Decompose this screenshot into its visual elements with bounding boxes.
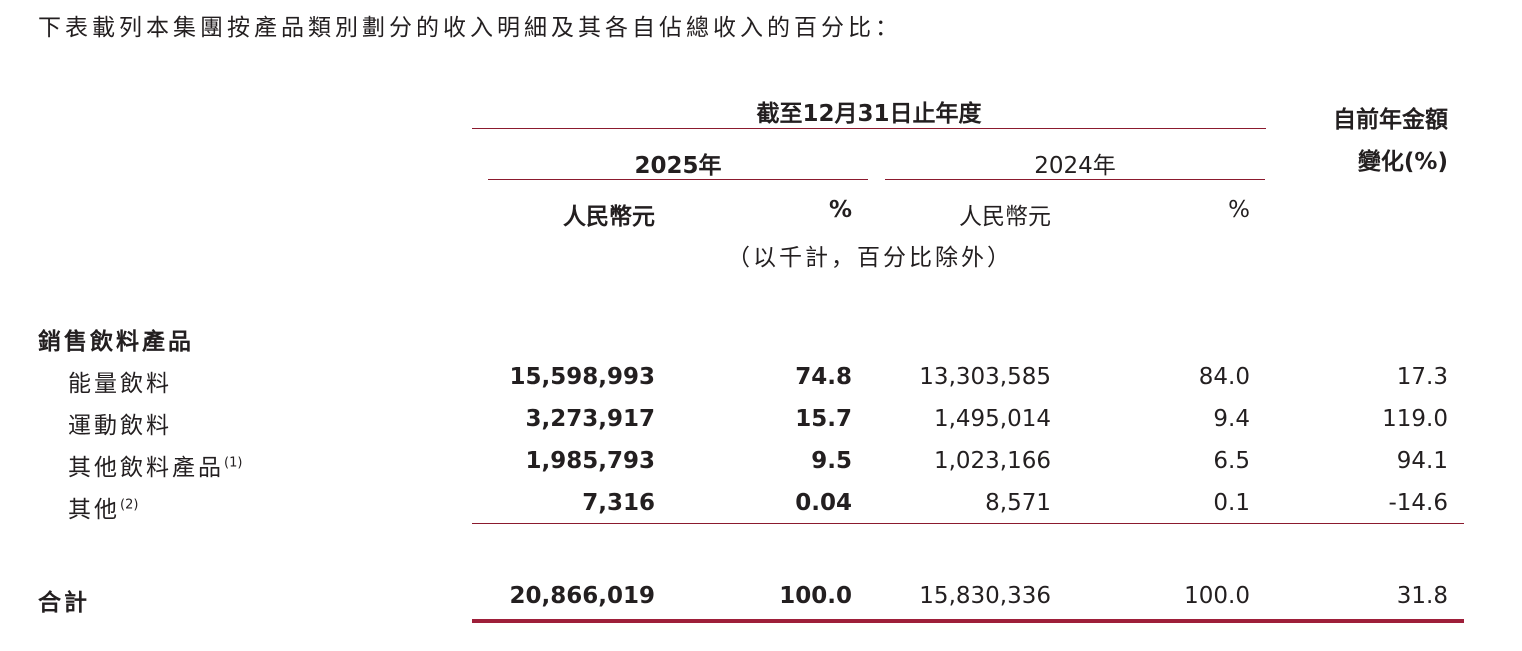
period-rule [472, 128, 1266, 129]
intro-text: 下表載列本集團按產品類別劃分的收入明細及其各自佔總收入的百分比： [38, 15, 902, 41]
row-label: 其他飲料產品(1) [68, 455, 243, 481]
total-cur-pct: 100.0 [779, 583, 852, 609]
row-label: 運動飲料 [68, 413, 172, 439]
subtotal-rule [472, 523, 1464, 524]
year-prior-rule [885, 179, 1265, 180]
row-change: 119.0 [1382, 406, 1448, 432]
row-change: 17.3 [1396, 364, 1448, 390]
row-prior-value: 1,023,166 [933, 448, 1051, 474]
footnote-marker: (1) [224, 455, 243, 471]
total-prior-pct: 100.0 [1184, 583, 1250, 609]
unit-note: （以千計，百分比除外） [727, 245, 1013, 271]
total-rule [472, 619, 1464, 623]
currency-prior-heading: 人民幣元 [959, 204, 1051, 230]
footnote-marker: (2) [120, 497, 139, 513]
row-change: -14.6 [1388, 490, 1448, 516]
change-heading-line1: 自前年金額 [1333, 107, 1448, 133]
row-prior-value: 13,303,585 [919, 364, 1051, 390]
total-cur-value: 20,866,019 [509, 583, 655, 609]
row-cur-pct: 74.8 [795, 364, 852, 390]
row-label: 能量飲料 [68, 371, 172, 397]
row-prior-pct: 84.0 [1198, 364, 1250, 390]
row-cur-value: 3,273,917 [525, 406, 656, 432]
row-label: 其他(2) [68, 497, 139, 523]
row-prior-pct: 9.4 [1213, 406, 1250, 432]
row-cur-value: 1,985,793 [525, 448, 656, 474]
row-cur-value: 15,598,993 [509, 364, 655, 390]
year-current-rule [488, 179, 868, 180]
row-cur-value: 7,316 [582, 490, 655, 516]
row-change: 94.1 [1396, 448, 1448, 474]
total-change: 31.8 [1396, 583, 1448, 609]
currency-current-heading: 人民幣元 [563, 204, 655, 230]
year-current-heading: 2025年 [634, 153, 722, 179]
total-label: 合計 [38, 590, 90, 616]
pct-current-heading: % [828, 197, 852, 223]
section-title: 銷售飲料產品 [38, 329, 194, 355]
year-prior-heading: 2024年 [1034, 153, 1116, 179]
row-cur-pct: 0.04 [795, 490, 852, 516]
row-prior-value: 1,495,014 [933, 406, 1051, 432]
change-heading-line2: 變化(%) [1357, 149, 1448, 175]
row-cur-pct: 9.5 [811, 448, 852, 474]
row-prior-value: 8,571 [985, 490, 1051, 516]
total-prior-value: 15,830,336 [919, 583, 1051, 609]
pct-prior-heading: % [1228, 197, 1250, 223]
row-prior-pct: 0.1 [1213, 490, 1250, 516]
row-prior-pct: 6.5 [1213, 448, 1250, 474]
row-cur-pct: 15.7 [795, 406, 852, 432]
period-heading: 截至12月31日止年度 [756, 101, 982, 127]
